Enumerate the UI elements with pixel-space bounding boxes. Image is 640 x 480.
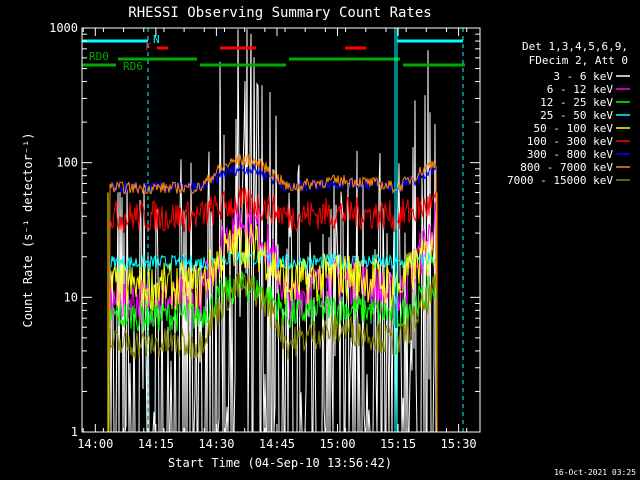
y-tick-label: 1000 xyxy=(49,21,78,35)
generated-timestamp: 16-Oct-2021 03:25 xyxy=(554,468,636,477)
y-tick-label: 100 xyxy=(56,156,78,170)
chart-title: RHESSI Observing Summary Count Rates xyxy=(128,5,431,21)
y-tick-label: 1 xyxy=(71,425,78,439)
legend-label-2: 12 - 25 keV xyxy=(540,96,613,109)
flags-layer: NFRD0RD6 xyxy=(82,28,465,432)
legend-label-8: 7000 - 15000 keV xyxy=(507,174,613,187)
x-tick-label: 15:00 xyxy=(319,437,355,451)
x-axis-label: Start Time (04-Sep-10 13:56:42) xyxy=(168,456,392,470)
x-tick-label: 14:30 xyxy=(198,437,234,451)
legend-header-line-1: Det 1,3,4,5,6,9, xyxy=(522,40,628,53)
flag-label-rd0: RD0 xyxy=(89,50,109,63)
legend-label-3: 25 - 50 keV xyxy=(540,109,613,122)
flag-label-rd6: RD6 xyxy=(123,60,143,73)
legend-label-7: 800 - 7000 keV xyxy=(520,161,613,174)
series-layer xyxy=(107,29,438,433)
series-line-5 xyxy=(107,186,438,433)
series-line-4 xyxy=(107,223,438,433)
series-line-8 xyxy=(108,272,438,433)
x-tick-label: 15:15 xyxy=(380,437,416,451)
legend: Det 1,3,4,5,6,9, FDecim 2, Att 0 3 - 6 k… xyxy=(507,40,630,187)
y-tick-label: 10 xyxy=(64,290,78,304)
flag-label-night: N xyxy=(153,33,160,46)
legend-label-4: 50 - 100 keV xyxy=(534,122,614,135)
series-line-7 xyxy=(107,153,438,433)
y-axis-label: Count Rate (s⁻¹ detector⁻¹) xyxy=(21,132,35,327)
legend-label-5: 100 - 300 keV xyxy=(527,135,613,148)
legend-label-6: 300 - 800 keV xyxy=(527,148,613,161)
ticks-layer: 14:00 14:15 14:30 14:45 15:00 15:15 15:30 1 10 10… xyxy=(49,21,480,451)
x-tick-label: 14:45 xyxy=(259,437,295,451)
legend-header-line-2: FDecim 2, Att 0 xyxy=(529,54,628,67)
x-tick-label: 15:30 xyxy=(441,437,477,451)
x-tick-label: 14:15 xyxy=(138,437,174,451)
plot-frame xyxy=(81,27,481,433)
legend-label-1: 6 - 12 keV xyxy=(547,83,614,96)
x-tick-label: 14:00 xyxy=(77,437,113,451)
legend-label-0: 3 - 6 keV xyxy=(553,70,613,83)
